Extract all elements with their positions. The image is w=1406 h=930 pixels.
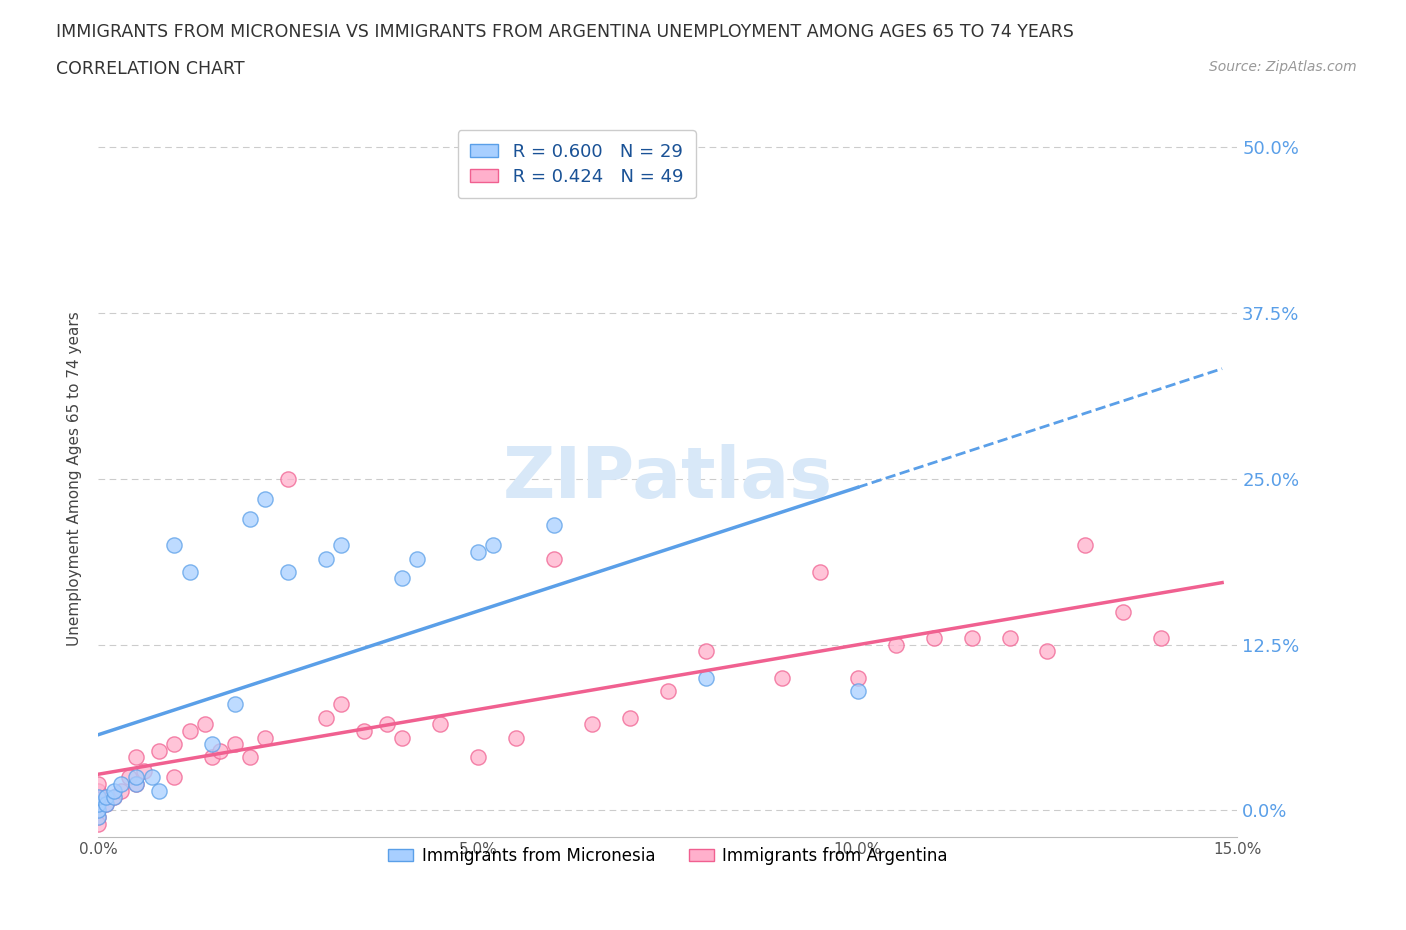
- Point: [94, 796, 117, 811]
- Point: [110, 783, 132, 798]
- Point: [179, 724, 201, 738]
- Point: [163, 737, 186, 751]
- Point: [125, 777, 148, 791]
- Point: [87, 817, 110, 831]
- Point: [482, 538, 505, 552]
- Point: [406, 551, 429, 566]
- Point: [224, 697, 246, 711]
- Point: [132, 764, 155, 778]
- Y-axis label: Unemployment Among Ages 65 to 74 years: Unemployment Among Ages 65 to 74 years: [66, 312, 82, 646]
- Point: [94, 790, 117, 804]
- Text: Source: ZipAtlas.com: Source: ZipAtlas.com: [1209, 60, 1357, 74]
- Point: [103, 783, 125, 798]
- Point: [110, 777, 132, 791]
- Point: [87, 810, 110, 825]
- Point: [884, 637, 907, 652]
- Point: [94, 796, 117, 811]
- Point: [330, 538, 353, 552]
- Point: [87, 803, 110, 817]
- Point: [118, 770, 141, 785]
- Point: [148, 743, 170, 758]
- Point: [87, 790, 110, 804]
- Point: [1036, 644, 1059, 658]
- Point: [505, 730, 527, 745]
- Point: [375, 717, 398, 732]
- Point: [125, 777, 148, 791]
- Point: [391, 571, 413, 586]
- Point: [201, 750, 224, 764]
- Text: CORRELATION CHART: CORRELATION CHART: [56, 60, 245, 78]
- Point: [87, 796, 110, 811]
- Point: [103, 790, 125, 804]
- Point: [87, 783, 110, 798]
- Point: [429, 717, 451, 732]
- Point: [201, 737, 224, 751]
- Point: [619, 711, 641, 725]
- Point: [770, 671, 793, 685]
- Point: [125, 770, 148, 785]
- Point: [163, 770, 186, 785]
- Point: [87, 810, 110, 825]
- Point: [315, 551, 337, 566]
- Point: [846, 671, 869, 685]
- Point: [315, 711, 337, 725]
- Point: [846, 684, 869, 698]
- Point: [103, 790, 125, 804]
- Point: [87, 777, 110, 791]
- Point: [277, 565, 299, 579]
- Point: [254, 730, 277, 745]
- Point: [163, 538, 186, 552]
- Point: [543, 518, 565, 533]
- Point: [998, 631, 1021, 645]
- Point: [808, 565, 831, 579]
- Point: [239, 512, 262, 526]
- Legend: Immigrants from Micronesia, Immigrants from Argentina: Immigrants from Micronesia, Immigrants f…: [381, 841, 955, 871]
- Point: [208, 743, 231, 758]
- Point: [657, 684, 679, 698]
- Point: [1150, 631, 1173, 645]
- Point: [467, 544, 489, 559]
- Point: [695, 644, 717, 658]
- Point: [330, 697, 353, 711]
- Point: [922, 631, 945, 645]
- Text: IMMIGRANTS FROM MICRONESIA VS IMMIGRANTS FROM ARGENTINA UNEMPLOYMENT AMONG AGES : IMMIGRANTS FROM MICRONESIA VS IMMIGRANTS…: [56, 23, 1074, 41]
- Point: [254, 491, 277, 506]
- Point: [695, 671, 717, 685]
- Point: [543, 551, 565, 566]
- Point: [239, 750, 262, 764]
- Point: [179, 565, 201, 579]
- Point: [581, 717, 603, 732]
- Point: [391, 730, 413, 745]
- Point: [224, 737, 246, 751]
- Point: [141, 770, 163, 785]
- Text: ZIPatlas: ZIPatlas: [503, 445, 832, 513]
- Point: [353, 724, 375, 738]
- Point: [277, 472, 299, 486]
- Point: [87, 790, 110, 804]
- Point: [960, 631, 983, 645]
- Point: [87, 796, 110, 811]
- Point: [1112, 604, 1135, 619]
- Point: [194, 717, 217, 732]
- Point: [125, 750, 148, 764]
- Point: [148, 783, 170, 798]
- Point: [87, 803, 110, 817]
- Point: [467, 750, 489, 764]
- Point: [1074, 538, 1097, 552]
